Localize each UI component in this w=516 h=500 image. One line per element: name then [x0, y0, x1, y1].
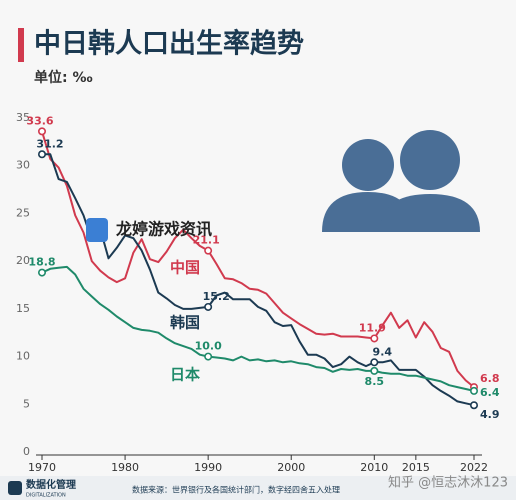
series-name: 韩国	[170, 314, 200, 332]
footer-band	[0, 476, 516, 500]
point	[204, 352, 213, 361]
value-label: 6.4	[480, 386, 500, 399]
y-tick-label: 5	[23, 397, 30, 410]
x-tick-label: 2000	[277, 461, 305, 474]
footer-logo	[8, 481, 22, 495]
chart-title: 中日韩人口出生率趋势	[34, 28, 304, 60]
value-label: 21.1	[193, 234, 220, 247]
y-tick-label: 10	[16, 350, 30, 363]
y-tick-label: 15	[16, 302, 30, 315]
value-label: 11.9	[359, 321, 386, 334]
chart-subtitle: 单位: ‰	[34, 69, 93, 86]
y-tick-label: 30	[16, 159, 30, 172]
people-icon	[322, 130, 480, 232]
x-tick-label: 1970	[28, 461, 56, 474]
value-label: 4.9	[480, 408, 500, 421]
y-tick-label: 35	[16, 111, 30, 124]
point	[37, 150, 46, 159]
point	[469, 386, 478, 395]
value-label: 18.8	[28, 256, 55, 269]
x-tick-label: 1990	[194, 461, 222, 474]
footer-source: 数据来源：世界银行及各国统计部门，数字经四舍五入处理	[132, 485, 340, 495]
y-tick-label: 25	[16, 206, 30, 219]
series-line	[42, 153, 475, 407]
series-name: 中国	[170, 259, 200, 277]
point	[204, 302, 213, 311]
value-label: 31.2	[36, 137, 63, 150]
point	[37, 127, 46, 136]
y-tick-label: 0	[23, 445, 30, 458]
value-label: 15.2	[203, 290, 230, 303]
value-label: 6.8	[480, 372, 500, 385]
y-tick-label: 20	[16, 254, 30, 267]
value-label: 10.0	[195, 340, 222, 353]
title-bar	[18, 28, 24, 62]
watermark: 龙婷游戏资讯	[115, 220, 212, 239]
point	[469, 401, 478, 410]
point	[370, 366, 379, 375]
point	[204, 246, 213, 255]
footer-brand-sub: DIGITALIZATION	[26, 493, 66, 499]
value-label: 9.4	[373, 345, 393, 358]
watermark-icon	[86, 218, 108, 242]
value-label: 8.5	[365, 375, 385, 388]
point	[37, 268, 46, 277]
x-tick-label: 1980	[111, 461, 139, 474]
footer-brand: 数据化管理	[26, 478, 76, 491]
x-tick-label: 2010	[360, 461, 388, 474]
point	[370, 334, 379, 343]
series-line	[41, 265, 475, 392]
x-tick-label: 2015	[402, 461, 430, 474]
point	[370, 358, 379, 367]
x-tick-label: 2022	[460, 461, 488, 474]
value-label: 33.6	[26, 114, 53, 127]
series-line	[41, 131, 475, 388]
series-name: 日本	[170, 366, 200, 384]
watermark: 知乎 @恒志沐沐123	[388, 475, 508, 491]
